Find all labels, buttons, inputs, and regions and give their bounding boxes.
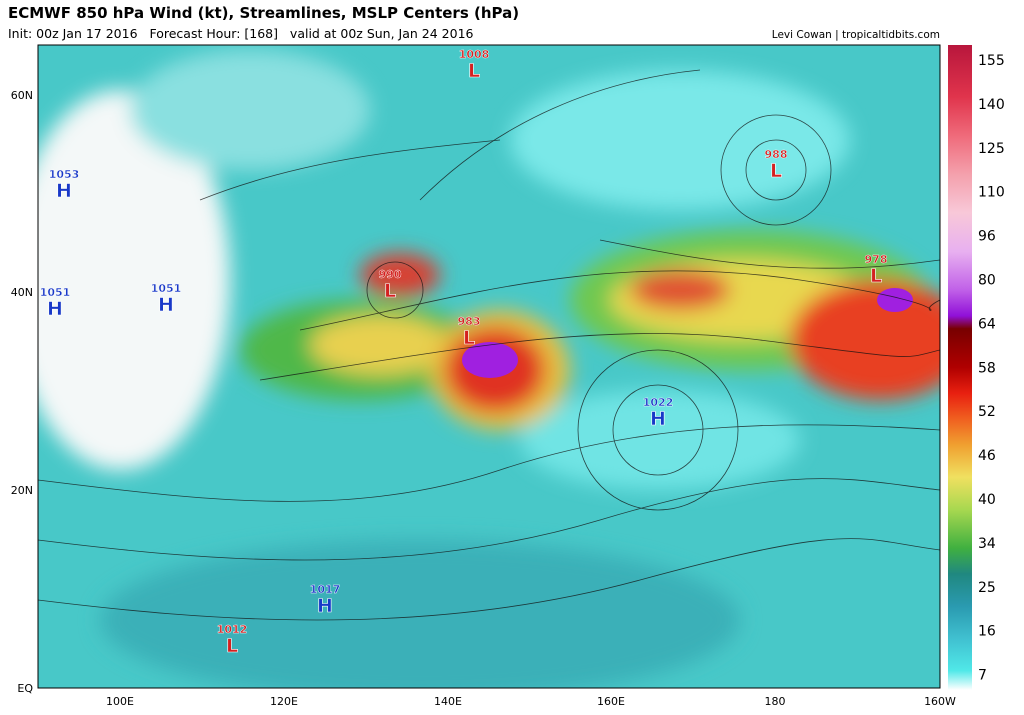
pressure-value: 1008 <box>459 48 490 61</box>
colorbar-tick: 64 <box>978 316 996 332</box>
credit: Levi Cowan | tropicaltidbits.com <box>772 29 940 41</box>
pressure-letter: H <box>650 408 666 430</box>
colorbar-tick: 96 <box>978 229 996 245</box>
lon-label: 100E <box>106 695 134 708</box>
colorbar-tick: 125 <box>978 141 1005 157</box>
pressure-value: 983 <box>458 315 481 328</box>
lon-label: 120E <box>270 695 298 708</box>
colorbar-tick: 46 <box>978 448 996 464</box>
lat-label: 40N <box>11 286 33 299</box>
map-frame <box>37 44 941 689</box>
lon-label: 160W <box>924 695 956 708</box>
pressure-value: 990 <box>379 268 402 281</box>
pressure-letter: H <box>158 294 174 316</box>
pressure-letter: H <box>47 298 63 320</box>
colorbar-tick: 7 <box>978 668 987 684</box>
pressure-letter: L <box>468 60 480 82</box>
colorbar-tick: 34 <box>978 536 996 552</box>
pressure-value: 1017 <box>310 583 341 596</box>
pressure-letter: L <box>770 160 782 182</box>
colorbar-tick: 80 <box>978 273 996 289</box>
colorbar-tick: 58 <box>978 360 996 376</box>
subtitle: Init: 00z Jan 17 2016 Forecast Hour: [16… <box>8 26 474 41</box>
colorbar-tick: 25 <box>978 580 996 596</box>
pressure-letter: H <box>56 180 72 202</box>
lat-label: 60N <box>11 89 33 102</box>
pressure-letter: L <box>226 635 238 657</box>
pressure-letter: L <box>870 265 882 287</box>
pressure-letter: L <box>384 280 396 302</box>
colorbar-tick: 155 <box>978 53 1005 69</box>
colorbar-tick: 40 <box>978 492 996 508</box>
lat-label: EQ <box>17 682 33 695</box>
pressure-value: 1012 <box>217 623 248 636</box>
lon-label: 140E <box>434 695 462 708</box>
colorbar <box>948 45 972 690</box>
colorbar-tick: 110 <box>978 185 1005 201</box>
colorbar-tick: 140 <box>978 97 1005 113</box>
pressure-letter: H <box>317 595 333 617</box>
lat-label: 20N <box>11 484 33 497</box>
pressure-value: 1053 <box>49 168 80 181</box>
pressure-value: 978 <box>865 253 888 266</box>
colorbar-tick: 52 <box>978 404 996 420</box>
pressure-value: 1051 <box>151 282 182 295</box>
pressure-value: 1022 <box>643 396 674 409</box>
pressure-value: 988 <box>765 148 788 161</box>
lon-label: 160E <box>597 695 625 708</box>
lon-label: 180 <box>765 695 786 708</box>
colorbar-tick: 16 <box>978 624 996 640</box>
pressure-value: 1051 <box>40 286 71 299</box>
pressure-letter: L <box>463 327 475 349</box>
wind-field <box>38 45 940 688</box>
title: ECMWF 850 hPa Wind (kt), Streamlines, MS… <box>8 4 519 22</box>
